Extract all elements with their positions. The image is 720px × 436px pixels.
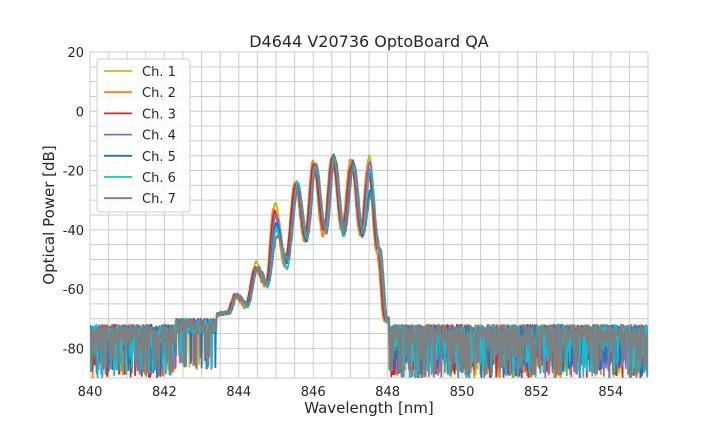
x-axis-label: Wavelength [nm] [304, 399, 434, 417]
x-tick-label: 854 [598, 385, 623, 400]
y-tick-label: 0 [76, 105, 84, 120]
y-axis-label: Optical Power [dB] [40, 145, 58, 284]
x-tick-label: 844 [226, 385, 251, 400]
legend-label: Ch. 7 [142, 192, 176, 207]
y-tick-label: -40 [63, 224, 84, 239]
legend-label: Ch. 4 [142, 129, 176, 144]
y-tick-label: -20 [63, 165, 84, 180]
y-tick-label: -60 [63, 283, 84, 298]
x-tick-label: 840 [78, 385, 103, 400]
plot-lines [90, 153, 648, 378]
legend-label: Ch. 3 [142, 107, 176, 122]
x-tick-label: 842 [152, 385, 177, 400]
y-tick-label: 20 [67, 46, 84, 61]
chart-title: D4644 V20736 OptoBoard QA [249, 32, 489, 51]
tick-labels: 840 842 844 846 848 850 852 854 20 0 -20 -40 -60 -80 [63, 46, 623, 400]
legend-label: Ch. 2 [142, 86, 176, 101]
series-line-ch7 [90, 155, 648, 378]
legend: Ch. 1 Ch. 2 Ch. 3 Ch. 4 Ch. 5 Ch. 6 Ch. 7 [96, 58, 191, 213]
x-tick-label: 852 [524, 385, 549, 400]
x-tick-label: 846 [301, 385, 326, 400]
legend-label: Ch. 5 [142, 150, 176, 165]
legend-box [96, 58, 191, 213]
y-tick-label: -80 [63, 342, 84, 357]
x-tick-label: 850 [450, 385, 475, 400]
x-tick-label: 848 [375, 385, 400, 400]
legend-label: Ch. 6 [142, 171, 176, 186]
legend-label: Ch. 1 [142, 65, 176, 80]
